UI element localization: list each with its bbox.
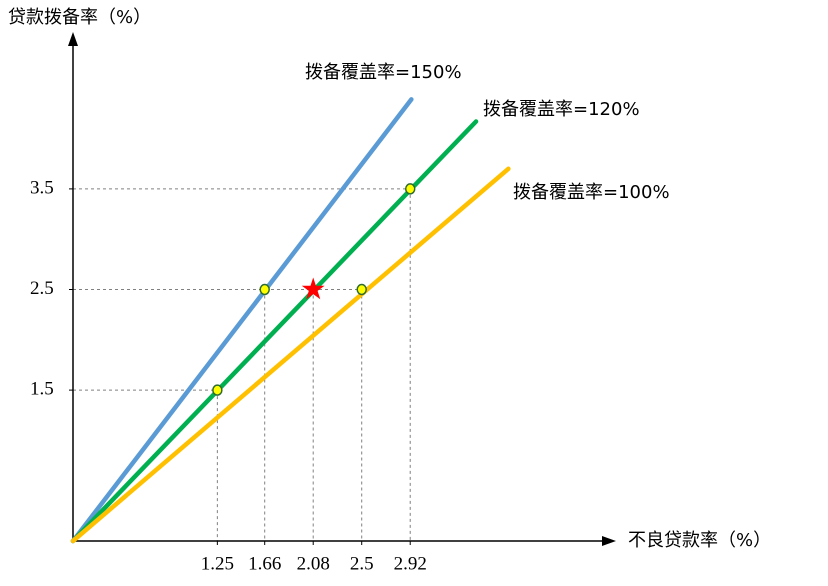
y-tick-label: 2.5 [30, 278, 54, 299]
series-label: 拨备覆盖率=100% [513, 182, 670, 203]
point-marker [212, 384, 223, 396]
point-marker [404, 183, 416, 195]
highlight-star [301, 277, 325, 300]
y-axis-arrow [68, 32, 78, 46]
x-tick-label: 1.66 [248, 553, 281, 574]
y-tick-label: 3.5 [30, 177, 54, 198]
x-tick-label: 1.25 [201, 553, 234, 574]
x-axis-arrow [602, 536, 616, 546]
series-line [70, 166, 511, 544]
point-marker [356, 283, 367, 296]
series-line [70, 97, 414, 544]
series-line [70, 119, 479, 544]
point-marker [259, 283, 270, 296]
x-tick-label: 2.92 [394, 553, 427, 574]
y-tick-label: 1.5 [30, 378, 54, 399]
x-axis-label: 不良贷款率（%） [628, 530, 771, 551]
y-axis-label: 贷款拨备率（%） [8, 7, 151, 28]
series-label: 拨备覆盖率=150% [305, 62, 462, 83]
x-tick-label: 2.5 [350, 553, 374, 574]
series-label: 拨备覆盖率=120% [483, 99, 640, 120]
x-tick-label: 2.08 [297, 553, 330, 574]
